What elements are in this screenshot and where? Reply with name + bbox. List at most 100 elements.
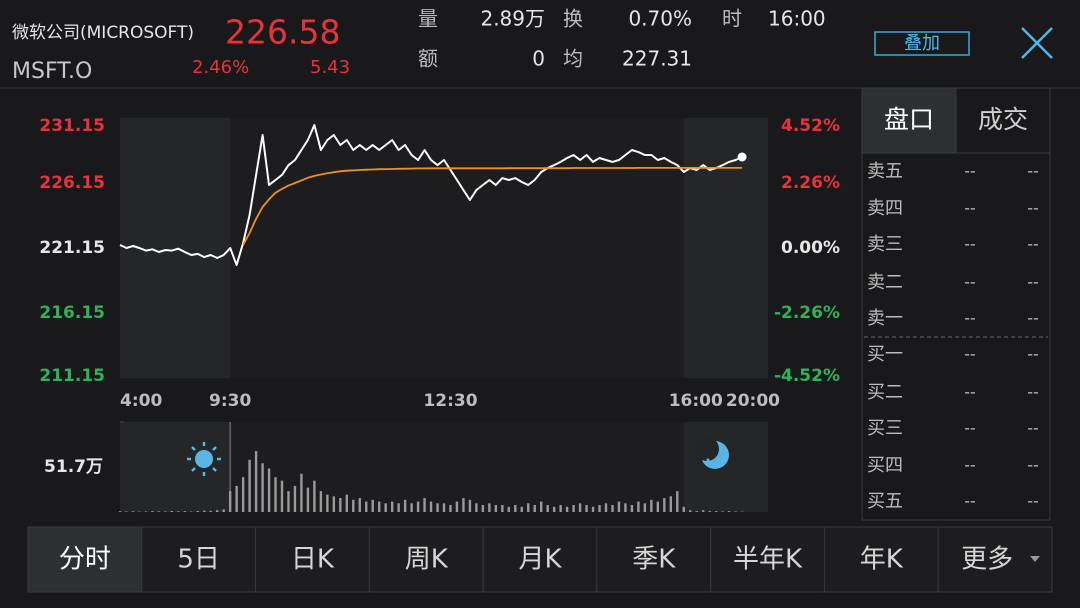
stat-value: 16:00 [768,7,826,31]
x-tick-label: 16:00 [669,391,723,411]
book-volume: -- [1027,199,1039,218]
tab-label[interactable]: 分时 [59,545,111,575]
volume-bar [488,503,491,512]
volume-bar [468,499,472,512]
volume-bar [293,485,297,512]
tab-selected[interactable] [27,526,143,593]
volume-bar [306,487,310,512]
book-label: 卖五 [867,161,903,182]
book-volume: -- [1027,235,1039,254]
tab-label[interactable]: 半年K [733,545,803,575]
y-tick-label: 226.15 [39,173,105,193]
period-tabs: 分时 5日 日K 周K 月K 季K 半年K 年K 更多 [27,526,1053,593]
volume-bar [164,511,167,512]
book-volume: -- [1027,492,1039,511]
volume-bar [339,498,342,512]
tab-label[interactable]: 更多 [961,545,1013,575]
volume-bar [578,503,582,512]
tab[interactable] [368,526,484,593]
x-tick-label: 9:30 [209,391,251,411]
volume-bar [591,506,595,512]
tab-label[interactable]: 周K [405,545,449,575]
book-price: -- [964,345,976,364]
volume-bar [669,496,672,512]
volume-bar [637,501,640,512]
volume-bar [520,506,523,512]
book-price: -- [964,419,976,438]
volume-bar [326,494,329,512]
volume-bar [721,511,724,512]
book-price: -- [964,309,976,328]
series-line [242,167,743,246]
stat-label: 换 [563,7,583,31]
tab-label[interactable]: 日K [291,545,335,575]
volume-bar [714,511,718,512]
y2-tick-label: 4.52% [781,116,840,136]
stat-value: 2.89万 [480,7,545,31]
overlay-button-label[interactable]: 叠加 [904,33,940,54]
tab[interactable] [823,526,939,593]
stat-value: 0 [532,47,545,71]
y2-tick-label: 2.26% [781,173,840,193]
volume-bar [203,510,206,512]
volume-bar [552,506,556,512]
moon-icon [695,437,729,469]
dropdown-caret[interactable] [1030,556,1040,562]
premarket-shade [120,422,231,512]
volume-bar [410,503,413,512]
volume-bar [559,505,562,512]
tab[interactable] [255,526,370,593]
close-button[interactable] [1021,27,1053,59]
y-tick-label: 211.15 [39,366,105,386]
volume-bar [598,505,601,512]
tab-label[interactable]: 月K [518,545,562,575]
book-tab[interactable]: 成交 [978,105,1028,134]
volume-bar [144,511,148,512]
volume-bar [650,499,653,512]
volume-bar [585,505,588,512]
sun-icon [187,442,221,476]
tab[interactable] [596,526,712,593]
x-tick-label: 4:00 [120,391,162,411]
book-label: 买二 [867,382,903,403]
volume-bar [727,511,731,512]
stat-label: 时 [722,7,742,31]
book-tab[interactable]: 盘口 [884,105,934,134]
book-label: 卖一 [867,308,903,329]
tab[interactable] [482,526,598,593]
book-label: 买一 [867,344,903,365]
overlay-button[interactable] [874,31,970,56]
volume-bar [630,505,634,512]
volume-bar [222,509,225,512]
volume-bar [572,505,575,512]
volume-bar [390,501,394,512]
change-pct: 2.46% [192,57,249,78]
book-label: 卖三 [867,234,903,255]
volume-bar [190,511,193,512]
book-price: -- [964,492,976,511]
y-tick-label: 221.15 [39,238,105,258]
tab[interactable] [710,526,825,593]
tab-label[interactable]: 5日 [177,545,220,575]
x-tick-label: 12:30 [423,391,477,411]
volume-bar [352,499,355,512]
volume-bar [313,480,316,512]
book-price: -- [964,383,976,402]
volume-bar [151,511,154,512]
volume-bar [624,503,627,512]
tab-label[interactable]: 年K [860,545,904,575]
volume-bar [663,498,666,512]
tab-label[interactable]: 季K [632,545,676,575]
volume-bar [604,503,608,512]
volume-bar [365,501,368,512]
stat-label: 均 [563,47,583,71]
volume-bar [501,505,504,512]
book-label: 买五 [867,491,903,512]
volume-bar [643,503,647,512]
volume-bar [216,510,219,512]
volume-bar [371,499,374,512]
volume-bar [170,510,174,512]
volume-bar [611,505,614,512]
chart: 231.15 226.15 221.15 216.15 211.15 4.52% 2.26%… [39,116,840,512]
